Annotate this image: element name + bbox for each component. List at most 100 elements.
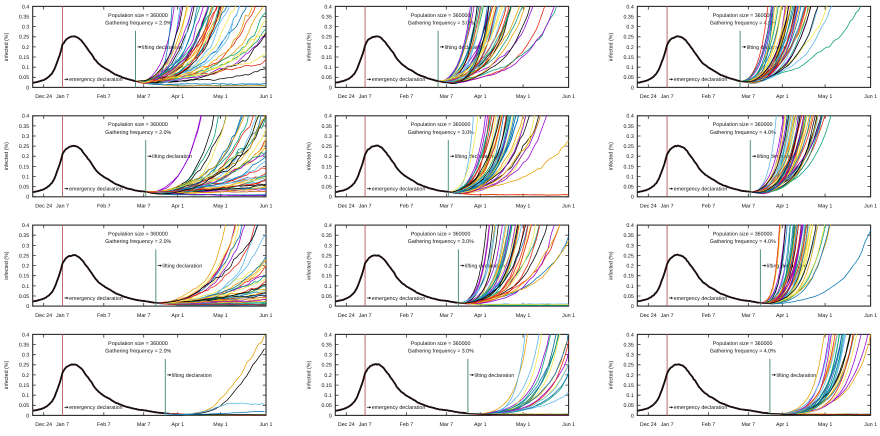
svg-text:Apr 1: Apr 1 — [776, 94, 789, 100]
svg-text:0.4: 0.4 — [626, 4, 633, 10]
svg-text:0.4: 0.4 — [626, 223, 633, 229]
svg-text:Jun 1: Jun 1 — [260, 313, 273, 319]
svg-text:0.05: 0.05 — [19, 403, 29, 409]
svg-text:Jan 7: Jan 7 — [359, 94, 372, 100]
svg-text:Apr 1: Apr 1 — [776, 313, 789, 319]
svg-text:May 1: May 1 — [818, 94, 832, 100]
svg-text:May 1: May 1 — [213, 313, 227, 319]
svg-text:Population size = 360000: Population size = 360000 — [713, 122, 773, 128]
svg-text:Dec 24: Dec 24 — [640, 313, 657, 319]
svg-text:0.2: 0.2 — [626, 154, 633, 160]
svg-text:0.2: 0.2 — [324, 45, 331, 51]
svg-text:Gathering frequency = 2.0%: Gathering frequency = 2.0% — [105, 239, 171, 245]
svg-text:Mar 7: Mar 7 — [137, 94, 151, 100]
svg-text:Apr 1: Apr 1 — [474, 94, 487, 100]
svg-text:Apr 1: Apr 1 — [776, 422, 789, 428]
svg-text:0.1: 0.1 — [22, 284, 29, 290]
svg-text:0.35: 0.35 — [19, 124, 29, 130]
svg-text:Apr 1: Apr 1 — [474, 422, 487, 428]
svg-text:0.35: 0.35 — [623, 343, 633, 349]
svg-text:Feb 7: Feb 7 — [400, 94, 414, 100]
svg-text:0.35: 0.35 — [19, 14, 29, 20]
svg-text:0.25: 0.25 — [19, 253, 29, 259]
svg-text:emergency declaration: emergency declaration — [674, 77, 728, 83]
svg-text:infected (%): infected (%) — [4, 33, 10, 61]
svg-text:0.3: 0.3 — [324, 25, 331, 31]
svg-text:Apr 1: Apr 1 — [776, 203, 789, 209]
svg-text:Apr 1: Apr 1 — [171, 203, 184, 209]
svg-text:0: 0 — [329, 85, 332, 91]
svg-text:Gathering frequency = 2.0%: Gathering frequency = 2.0% — [105, 21, 171, 27]
svg-text:infected (%): infected (%) — [609, 361, 615, 389]
svg-text:0.25: 0.25 — [623, 144, 633, 150]
svg-text:Gathering frequency = 3.0%: Gathering frequency = 3.0% — [408, 239, 474, 245]
svg-text:emergency declaration: emergency declaration — [69, 77, 123, 83]
svg-text:0.35: 0.35 — [321, 343, 331, 349]
svg-text:Jan 7: Jan 7 — [661, 203, 674, 209]
svg-text:Apr 1: Apr 1 — [171, 422, 184, 428]
svg-text:0.15: 0.15 — [19, 164, 29, 170]
svg-text:0.25: 0.25 — [321, 144, 331, 150]
svg-text:0.4: 0.4 — [22, 114, 29, 120]
svg-text:0.05: 0.05 — [321, 403, 331, 409]
svg-text:0.35: 0.35 — [321, 14, 331, 20]
svg-text:Jun 1: Jun 1 — [864, 422, 877, 428]
svg-text:lifting declaration: lifting declaration — [152, 154, 192, 160]
svg-text:emergency declaration: emergency declaration — [674, 296, 728, 302]
svg-text:0.05: 0.05 — [19, 294, 29, 300]
svg-text:Population size = 360000: Population size = 360000 — [411, 341, 471, 347]
svg-text:0.15: 0.15 — [623, 164, 633, 170]
svg-text:0.3: 0.3 — [626, 134, 633, 140]
svg-text:Population size = 360000: Population size = 360000 — [713, 232, 773, 238]
svg-text:0.3: 0.3 — [22, 25, 29, 31]
svg-text:Jun 1: Jun 1 — [260, 94, 273, 100]
svg-text:emergency declaration: emergency declaration — [69, 296, 123, 302]
svg-text:Mar 7: Mar 7 — [440, 422, 454, 428]
svg-text:0.15: 0.15 — [321, 164, 331, 170]
svg-text:0: 0 — [26, 195, 29, 201]
svg-text:0: 0 — [26, 304, 29, 310]
svg-text:0.4: 0.4 — [626, 332, 633, 338]
svg-text:Jun 1: Jun 1 — [260, 422, 273, 428]
svg-text:Jan 7: Jan 7 — [661, 94, 674, 100]
svg-text:0.1: 0.1 — [324, 284, 331, 290]
svg-text:Jun 1: Jun 1 — [864, 203, 877, 209]
svg-text:0.05: 0.05 — [321, 185, 331, 191]
svg-text:Gathering frequency = 4.0%: Gathering frequency = 4.0% — [710, 239, 776, 245]
svg-text:0.25: 0.25 — [321, 35, 331, 41]
svg-text:Gathering frequency = 4.0%: Gathering frequency = 4.0% — [710, 21, 776, 27]
svg-text:Dec 24: Dec 24 — [640, 94, 657, 100]
svg-text:Gathering frequency = 4.0%: Gathering frequency = 4.0% — [710, 349, 776, 355]
svg-text:emergency declaration: emergency declaration — [674, 187, 728, 193]
svg-text:Mar 7: Mar 7 — [742, 313, 756, 319]
svg-text:May 1: May 1 — [516, 94, 530, 100]
svg-text:0.2: 0.2 — [626, 45, 633, 51]
svg-text:0: 0 — [631, 85, 634, 91]
svg-text:infected (%): infected (%) — [307, 142, 313, 170]
svg-text:emergency declaration: emergency declaration — [69, 405, 123, 411]
svg-text:Mar 7: Mar 7 — [137, 422, 151, 428]
svg-text:Apr 1: Apr 1 — [171, 94, 184, 100]
svg-text:0.3: 0.3 — [324, 134, 331, 140]
svg-text:0.25: 0.25 — [19, 363, 29, 369]
svg-text:0: 0 — [631, 413, 634, 419]
svg-text:0.4: 0.4 — [324, 4, 331, 10]
svg-text:Jun 1: Jun 1 — [260, 203, 273, 209]
svg-text:May 1: May 1 — [818, 422, 832, 428]
svg-text:0.3: 0.3 — [324, 243, 331, 249]
svg-text:0.4: 0.4 — [324, 332, 331, 338]
svg-text:May 1: May 1 — [516, 422, 530, 428]
svg-text:Population size = 360000: Population size = 360000 — [108, 13, 168, 19]
svg-text:Mar 7: Mar 7 — [742, 94, 756, 100]
svg-text:Jan 7: Jan 7 — [359, 313, 372, 319]
svg-text:0.05: 0.05 — [321, 75, 331, 81]
svg-text:0.2: 0.2 — [22, 154, 29, 160]
svg-text:May 1: May 1 — [818, 313, 832, 319]
svg-text:Dec 24: Dec 24 — [640, 422, 657, 428]
svg-text:Feb 7: Feb 7 — [97, 203, 111, 209]
svg-text:Jun 1: Jun 1 — [562, 313, 575, 319]
svg-text:Gathering frequency = 2.0%: Gathering frequency = 2.0% — [105, 349, 171, 355]
svg-text:0.1: 0.1 — [626, 174, 633, 180]
svg-text:emergency declaration: emergency declaration — [372, 77, 426, 83]
svg-text:infected (%): infected (%) — [307, 251, 313, 279]
